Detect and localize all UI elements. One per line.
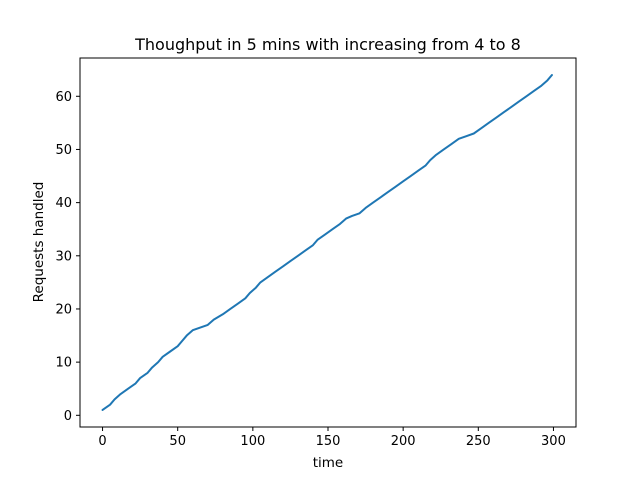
x-tick-label: 300 [541,434,566,449]
y-tick-label: 20 [55,302,72,317]
plot-area [101,74,553,411]
x-tick-label: 200 [391,434,416,449]
x-tick-label: 250 [466,434,491,449]
x-tick-label: 100 [240,434,265,449]
y-tick-label: 50 [55,143,72,158]
x-tick-label: 0 [98,434,106,449]
x-tick-label: 50 [169,434,186,449]
chart-title: Thoughput in 5 mins with increasing from… [134,35,521,54]
x-tick-label: 150 [316,434,341,449]
y-axis-label: Requests handled [31,182,47,303]
series-line [101,74,553,411]
y-tick-label: 40 [55,196,72,211]
y-tick-label: 60 [55,90,72,105]
y-tick-label: 0 [64,409,72,424]
y-tick-label: 10 [55,356,72,371]
x-axis-ticks: 0 50 100 150 200 250 300 [98,427,566,449]
x-axis-label: time [313,455,344,471]
y-tick-label: 30 [55,249,72,264]
y-axis-ticks: 0 10 20 30 40 50 60 [55,90,80,424]
axes-frame [79,57,577,428]
